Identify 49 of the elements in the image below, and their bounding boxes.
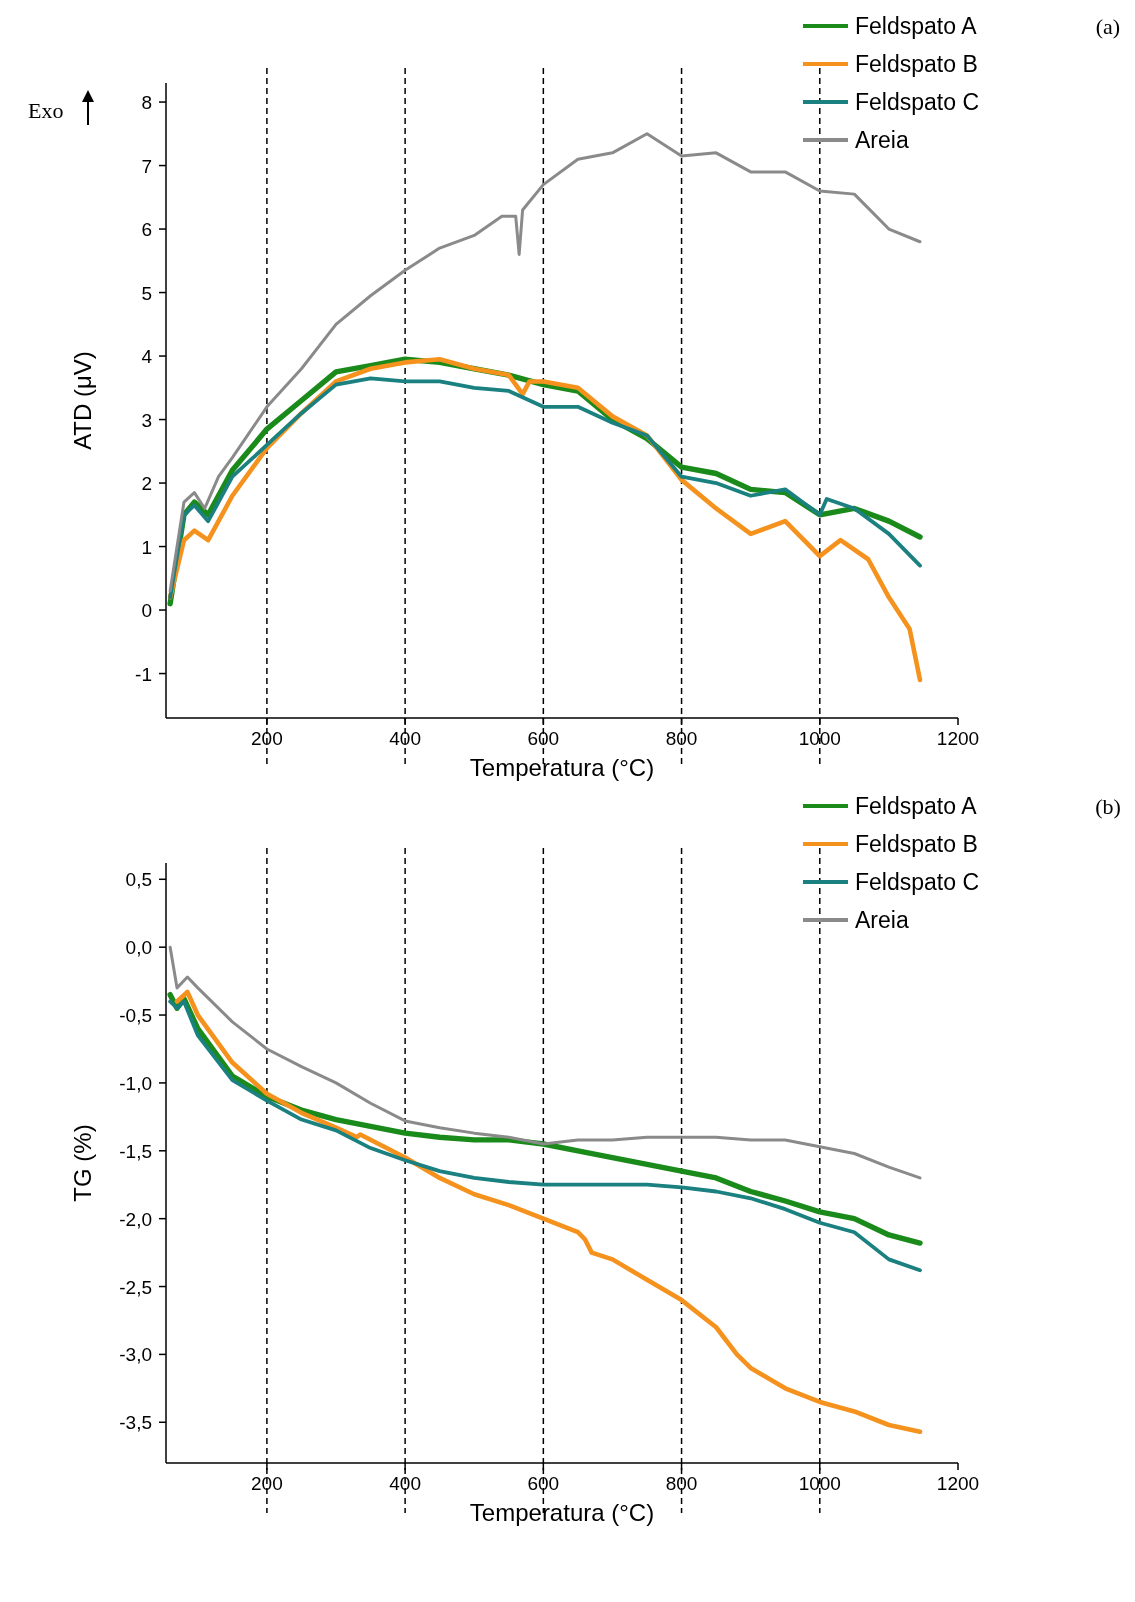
x-tick-label: 400 <box>389 728 421 749</box>
legend-label: Areia <box>855 907 909 933</box>
y-tick-label: -0,5 <box>119 1005 152 1027</box>
text: Exo <box>28 98 64 123</box>
line-series <box>168 945 922 1180</box>
y-tick-label: 0,5 <box>125 869 152 891</box>
line-series <box>174 989 923 1435</box>
x-tick-label: 1000 <box>798 728 841 749</box>
y-tick-label: 3 <box>141 409 152 431</box>
y-tick-label: -3,0 <box>119 1344 152 1366</box>
legend-label: Feldspato C <box>855 89 980 115</box>
y-axis-title: TG (%) <box>69 1124 96 1202</box>
x-tick-label: 1000 <box>798 1473 841 1494</box>
legend-label: Feldspato A <box>855 13 978 39</box>
y-tick-label: 8 <box>141 92 152 114</box>
legend-label: Feldspato A <box>855 793 978 819</box>
x-tick-label: 200 <box>251 728 283 749</box>
x-tick-label: 400 <box>389 1473 421 1494</box>
x-axis-title: Temperatura (°C) <box>469 1499 655 1526</box>
x-tick-label: 600 <box>527 728 560 749</box>
x-tick-label: 800 <box>665 1473 698 1494</box>
y-axis-title: ATD (μV) <box>69 351 96 450</box>
y-tick-label: 6 <box>141 219 152 241</box>
y-tick-label: -3,5 <box>119 1412 152 1434</box>
x-tick-label: 1200 <box>936 728 980 749</box>
legend-label: Feldspato C <box>855 869 980 895</box>
y-tick-label: 0,0 <box>125 937 152 959</box>
y-tick-label: -1,0 <box>119 1072 152 1094</box>
y-tick-label: 0 <box>141 600 152 622</box>
text: (a) <box>1095 14 1121 39</box>
y-tick-label: -1,5 <box>119 1140 152 1162</box>
y-tick-label: 2 <box>141 473 152 495</box>
y-tick-label: 4 <box>141 346 153 368</box>
line-series <box>168 132 922 593</box>
x-axis-title: Temperatura (°C) <box>469 754 655 781</box>
y-tick-label: -1 <box>135 663 152 685</box>
y-tick-label: 5 <box>141 282 152 304</box>
x-tick-label: 600 <box>527 1473 560 1494</box>
x-tick-label: 200 <box>251 1473 283 1494</box>
y-tick-label: -2,5 <box>119 1276 152 1298</box>
x-tick-label: 800 <box>665 728 698 749</box>
legend-label: Feldspato B <box>855 51 978 77</box>
y-tick-label: 1 <box>141 536 152 558</box>
y-tick-label: 7 <box>141 155 152 177</box>
y-tick-label: -2,0 <box>119 1208 152 1230</box>
legend-label: Areia <box>855 127 909 153</box>
legend-label: Feldspato B <box>855 831 978 857</box>
text: (b) <box>1095 794 1121 819</box>
x-tick-label: 1200 <box>936 1473 980 1494</box>
